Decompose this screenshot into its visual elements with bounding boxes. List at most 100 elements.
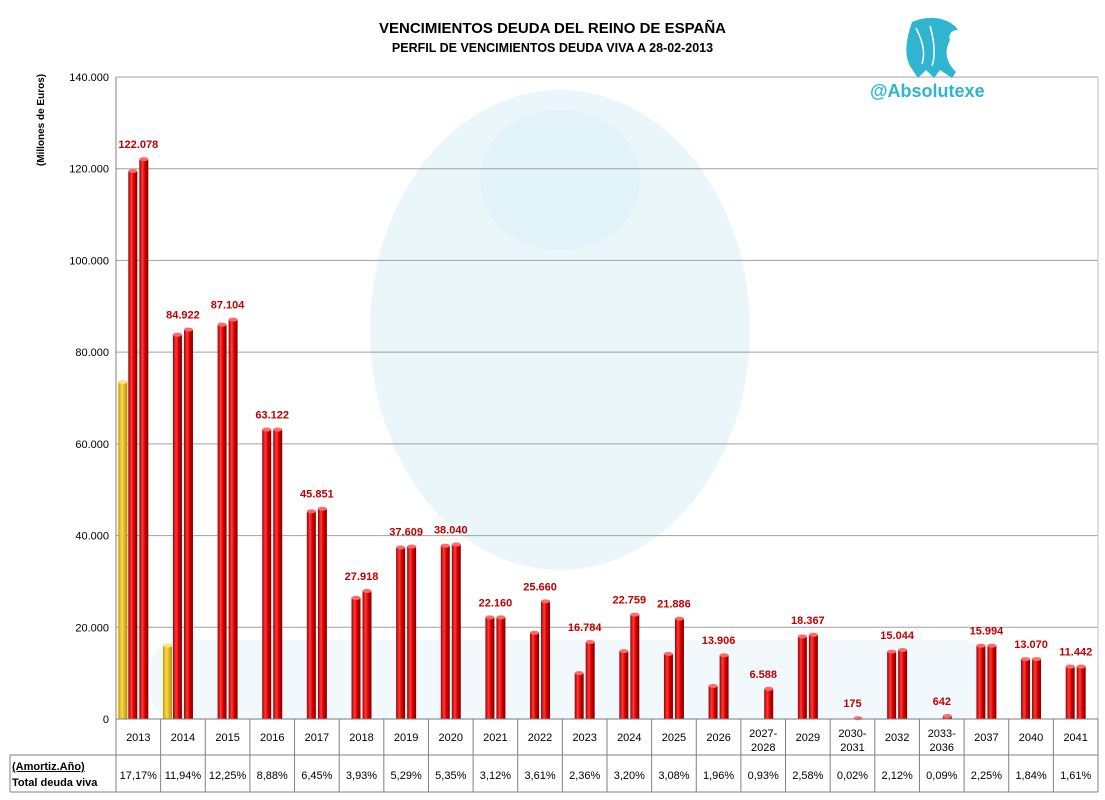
bar-red-b	[362, 590, 372, 719]
data-label: 25.660	[523, 581, 557, 593]
bar-red-b	[630, 614, 640, 719]
bar-red-b	[496, 617, 506, 719]
percentage-cell: 3,20%	[614, 770, 645, 782]
x-tick-label-line2: 2036	[930, 742, 954, 754]
bar-red-a	[1021, 659, 1031, 719]
percentage-cell: 2,12%	[882, 770, 913, 782]
bar-red-b	[898, 650, 908, 719]
bar-red-b-cap	[764, 686, 774, 691]
table-row-label-total: Total deuda viva	[12, 777, 98, 789]
bar-red-b-cap	[808, 632, 818, 637]
bar-red-b-cap	[541, 599, 551, 604]
chart-title: VENCIMIENTOS DEUDA DEL REINO DE ESPAÑA	[379, 20, 726, 37]
x-tick-label: 2032	[885, 732, 909, 744]
percentage-cell: 8,88%	[257, 770, 288, 782]
bar-red-a-cap	[351, 595, 361, 600]
bar-red-b	[317, 508, 327, 719]
bar-red-a	[708, 685, 718, 719]
bar-red-a-cap	[262, 427, 272, 432]
y-tick-label: 140.000	[69, 72, 109, 84]
bar-red-a	[1065, 666, 1075, 719]
bar-red-a	[306, 511, 316, 719]
data-label: 16.784	[568, 622, 603, 634]
data-label: 15.044	[880, 630, 915, 642]
bar-red-a	[128, 171, 138, 719]
y-tick-label: 60.000	[75, 439, 109, 451]
data-label: 37.609	[389, 527, 423, 539]
bar-red-b	[407, 546, 417, 719]
bar-red-a-cap	[574, 671, 584, 676]
y-tick-label: 20.000	[75, 622, 109, 634]
bar-red-b-cap	[630, 612, 640, 617]
bar-red-a	[574, 673, 584, 719]
x-tick-label-line2: 2031	[840, 742, 864, 754]
bar-red-a	[485, 617, 495, 719]
bar-red-b	[1076, 666, 1086, 719]
y-tick-label: 100.000	[69, 255, 109, 267]
x-tick-label: 2026	[706, 732, 730, 744]
x-tick-label: 2018	[349, 732, 373, 744]
bar-red-b-cap	[987, 643, 997, 648]
griffin-body-icon	[906, 17, 958, 78]
bar-red-b-cap	[898, 648, 908, 653]
percentage-cell: 3,93%	[346, 770, 377, 782]
x-tick-label: 2033-	[928, 728, 956, 740]
percentage-cell: 1,61%	[1060, 770, 1091, 782]
bar-red-a	[440, 545, 450, 719]
bar-red-a	[887, 651, 897, 719]
x-tick-label: 2040	[1019, 732, 1043, 744]
bar-red-a-cap	[396, 545, 406, 550]
bar-red-a	[663, 653, 673, 719]
bar-red-b-cap	[719, 653, 729, 658]
bar-red-b-cap	[451, 542, 461, 547]
bar-red-a-cap	[797, 634, 807, 639]
data-label: 18.367	[791, 615, 825, 627]
bar-red-a-cap	[708, 683, 718, 688]
bar-red-b	[764, 688, 774, 719]
percentage-cell: 2,25%	[971, 770, 1002, 782]
data-label: 15.994	[970, 626, 1005, 638]
percentage-cell: 3,12%	[480, 770, 511, 782]
bar-red-a-cap	[887, 649, 897, 654]
data-label: 63.122	[255, 410, 289, 422]
x-tick-label: 2024	[617, 732, 641, 744]
bar-red-b-cap	[139, 157, 149, 162]
bar-red-a-cap	[217, 322, 227, 327]
data-labels: 122.078 84.922 87.104 63.122 45.851 27.918 37.…	[118, 139, 1092, 710]
bar-red-a	[976, 645, 986, 719]
percentage-cell: 11,94%	[165, 770, 202, 782]
bar-red-b-cap	[228, 317, 238, 322]
percentage-cell: 3,61%	[524, 770, 555, 782]
bar-red-a-cap	[530, 630, 540, 635]
bar-red-b	[719, 655, 729, 719]
bar-red-a-cap	[485, 615, 495, 620]
percentage-cell: 17,17%	[120, 770, 158, 782]
bar-red-a-cap	[128, 169, 138, 174]
bar-red-a-cap	[1065, 664, 1075, 669]
watermark-handle: @Absolutexe	[870, 81, 985, 101]
bar-red-a	[797, 636, 807, 719]
percentage-cell: 12,25%	[209, 770, 247, 782]
data-label: 11.442	[1059, 647, 1092, 659]
data-label: 22.759	[612, 595, 646, 607]
bar-red-b	[451, 544, 461, 719]
y-tick-label: 80.000	[75, 347, 109, 359]
table-row-label-amortiz: (Amortiz.Año)	[12, 761, 85, 773]
bar-red-b-cap	[585, 640, 595, 645]
bar-red-b-cap	[1032, 657, 1042, 662]
x-tick-label: 2030-	[838, 728, 866, 740]
x-tick-label: 2021	[483, 732, 507, 744]
data-label: 22.160	[479, 597, 513, 609]
bar-red-b	[1032, 659, 1042, 719]
x-tick-label: 2029	[796, 732, 820, 744]
bar-red-b	[541, 601, 551, 719]
percentage-cell: 5,35%	[435, 770, 466, 782]
percentage-cell: 2,36%	[569, 770, 600, 782]
bar-red-b	[228, 319, 238, 719]
x-tick-label: 2015	[215, 732, 239, 744]
bar-red-a-cap	[663, 651, 673, 656]
x-tick-label: 2023	[572, 732, 596, 744]
percentage-cell: 6,45%	[301, 770, 332, 782]
